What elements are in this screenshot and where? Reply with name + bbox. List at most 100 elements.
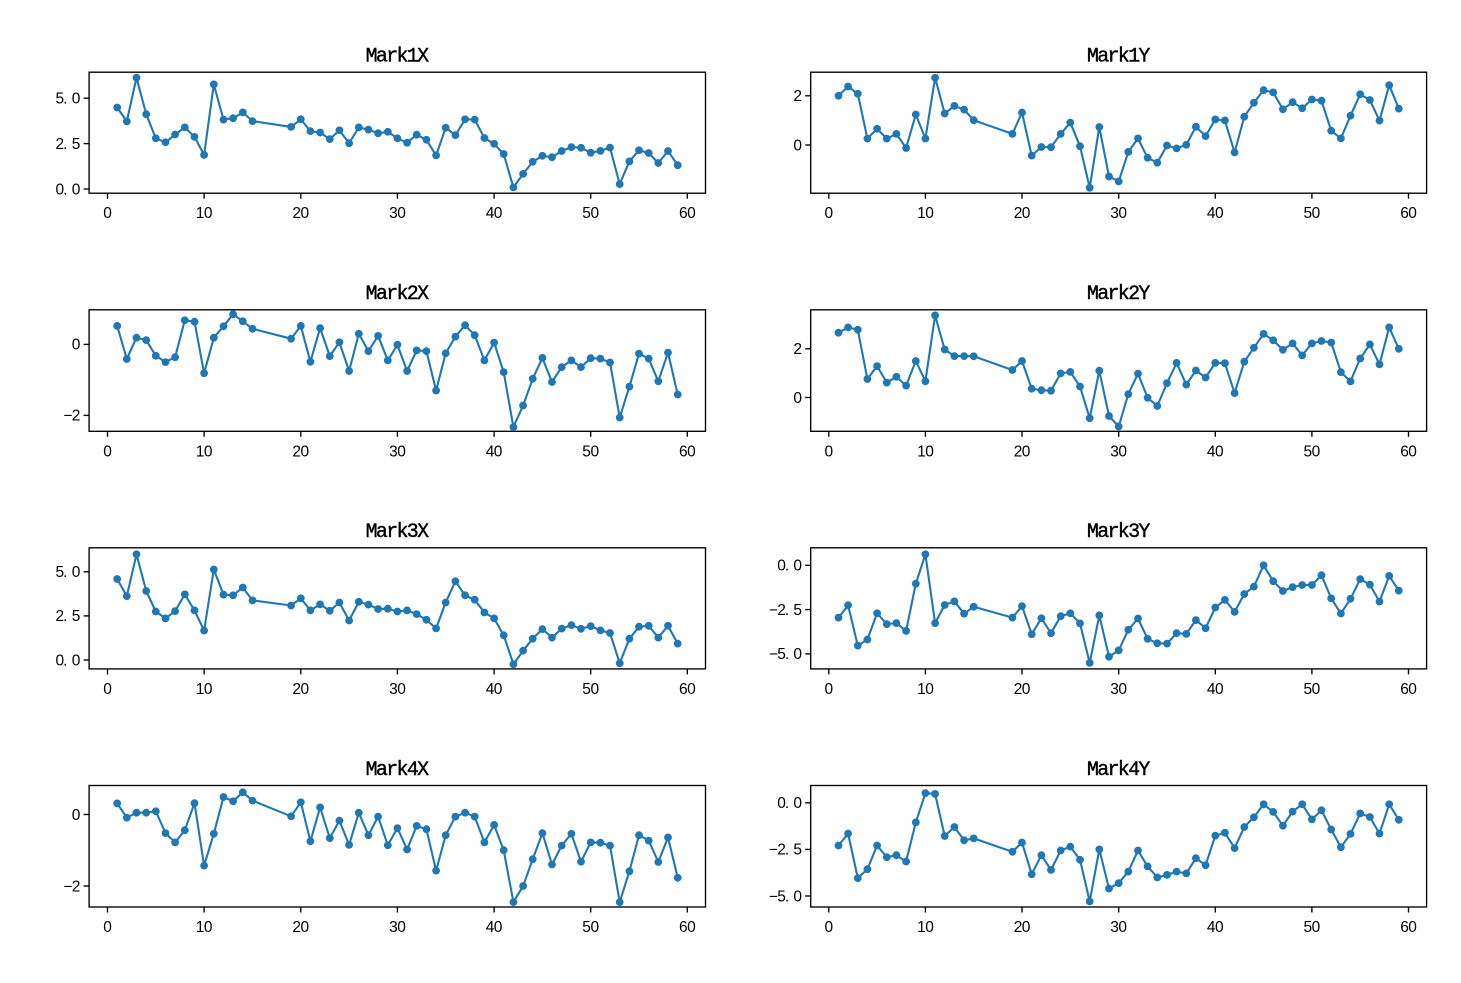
- svg-text:Y: Y: [1138, 521, 1150, 544]
- svg-text:.: .: [785, 646, 789, 663]
- svg-text:1: 1: [917, 681, 926, 698]
- svg-text:M: M: [1087, 521, 1099, 544]
- svg-text:2: 2: [793, 341, 802, 358]
- svg-text:4: 4: [486, 919, 495, 936]
- svg-text:5: 5: [72, 608, 81, 625]
- svg-text:0: 0: [793, 795, 802, 812]
- svg-text:0: 0: [72, 181, 81, 198]
- svg-text:0: 0: [300, 205, 309, 222]
- svg-text:0: 0: [300, 919, 309, 936]
- svg-text:k: k: [1118, 759, 1130, 782]
- svg-text:0: 0: [1215, 681, 1224, 698]
- svg-text:0: 0: [1022, 443, 1031, 460]
- svg-text:0: 0: [204, 443, 213, 460]
- svg-text:0: 0: [72, 337, 81, 354]
- svg-text:Y: Y: [1138, 46, 1150, 69]
- svg-text:2: 2: [777, 602, 786, 619]
- svg-text:3: 3: [389, 205, 398, 222]
- svg-text:2: 2: [292, 919, 301, 936]
- svg-text:0: 0: [1408, 681, 1417, 698]
- svg-text:r: r: [1107, 283, 1119, 306]
- svg-text:M: M: [366, 521, 378, 544]
- svg-text:0: 0: [1118, 443, 1127, 460]
- svg-text:5: 5: [72, 136, 81, 153]
- svg-text:0: 0: [1312, 919, 1321, 936]
- svg-text:2: 2: [55, 608, 64, 625]
- svg-text:0: 0: [300, 443, 309, 460]
- svg-text:0: 0: [1022, 919, 1031, 936]
- svg-text:2: 2: [1014, 681, 1023, 698]
- svg-text:0: 0: [793, 646, 802, 663]
- svg-text:M: M: [366, 759, 378, 782]
- svg-text:0: 0: [72, 91, 81, 108]
- svg-text:0: 0: [1215, 443, 1224, 460]
- svg-text:k: k: [396, 521, 408, 544]
- svg-text:r: r: [386, 46, 398, 69]
- svg-text:−: −: [63, 878, 72, 895]
- svg-text:0: 0: [1312, 681, 1321, 698]
- svg-text:0: 0: [793, 390, 802, 407]
- svg-text:1: 1: [1128, 46, 1140, 69]
- svg-text:4: 4: [1207, 919, 1216, 936]
- svg-text:6: 6: [679, 919, 688, 936]
- svg-text:1: 1: [407, 46, 419, 69]
- svg-text:0: 0: [687, 919, 696, 936]
- svg-text:X: X: [417, 283, 429, 306]
- svg-text:6: 6: [679, 443, 688, 460]
- svg-text:3: 3: [1110, 443, 1119, 460]
- svg-text:6: 6: [679, 681, 688, 698]
- svg-text:r: r: [1107, 521, 1119, 544]
- svg-text:a: a: [1097, 46, 1109, 69]
- svg-text:r: r: [386, 283, 398, 306]
- svg-text:6: 6: [679, 205, 688, 222]
- svg-text:2: 2: [292, 443, 301, 460]
- svg-text:k: k: [1118, 283, 1130, 306]
- svg-text:k: k: [396, 283, 408, 306]
- svg-text:−: −: [63, 408, 72, 425]
- svg-text:0: 0: [103, 919, 112, 936]
- svg-text:0: 0: [590, 443, 599, 460]
- svg-text:a: a: [376, 759, 388, 782]
- svg-text:5: 5: [793, 842, 802, 859]
- svg-text:Y: Y: [1138, 759, 1150, 782]
- svg-text:0: 0: [1312, 205, 1321, 222]
- svg-text:0: 0: [590, 919, 599, 936]
- svg-text:M: M: [366, 283, 378, 306]
- svg-text:0: 0: [1022, 681, 1031, 698]
- svg-text:M: M: [1087, 759, 1099, 782]
- svg-text:.: .: [785, 602, 789, 619]
- svg-text:.: .: [63, 181, 67, 198]
- svg-text:a: a: [376, 46, 388, 69]
- svg-text:0: 0: [1118, 681, 1127, 698]
- svg-text:a: a: [1097, 283, 1109, 306]
- svg-text:0: 0: [103, 205, 112, 222]
- svg-text:2: 2: [777, 842, 786, 859]
- svg-text:X: X: [417, 759, 429, 782]
- svg-text:4: 4: [1207, 443, 1216, 460]
- svg-text:0: 0: [1312, 443, 1321, 460]
- svg-text:0: 0: [590, 681, 599, 698]
- svg-text:1: 1: [917, 919, 926, 936]
- svg-text:M: M: [1087, 46, 1099, 69]
- svg-text:0: 0: [824, 205, 833, 222]
- svg-text:.: .: [63, 91, 67, 108]
- svg-text:k: k: [1118, 521, 1130, 544]
- svg-text:5: 5: [582, 919, 591, 936]
- svg-text:5: 5: [582, 205, 591, 222]
- svg-text:0: 0: [204, 205, 213, 222]
- svg-text:5: 5: [1303, 205, 1312, 222]
- svg-text:0: 0: [494, 443, 503, 460]
- svg-text:a: a: [1097, 759, 1109, 782]
- svg-text:1: 1: [917, 443, 926, 460]
- svg-text:2: 2: [72, 408, 81, 425]
- svg-text:1: 1: [196, 443, 205, 460]
- svg-text:0: 0: [397, 205, 406, 222]
- svg-text:6: 6: [1400, 443, 1409, 460]
- svg-text:3: 3: [1110, 205, 1119, 222]
- svg-text:6: 6: [1400, 919, 1409, 936]
- svg-text:2: 2: [292, 205, 301, 222]
- svg-text:2: 2: [1128, 283, 1140, 306]
- svg-text:0: 0: [925, 919, 934, 936]
- svg-text:4: 4: [407, 759, 419, 782]
- svg-text:0: 0: [777, 558, 786, 575]
